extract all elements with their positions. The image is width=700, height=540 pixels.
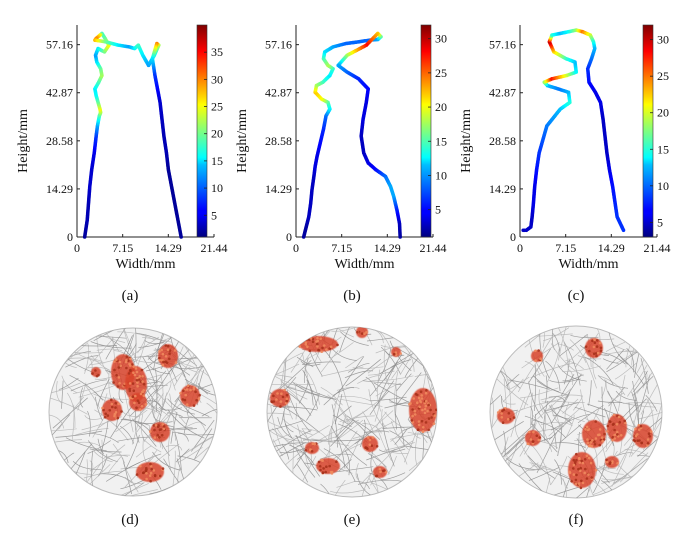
- damage-regions: [496, 338, 653, 490]
- fiber-texture: [267, 327, 437, 497]
- x-tick-label: 0: [293, 241, 299, 255]
- colorbar: [642, 24, 654, 238]
- chart-panel-2: 0 7.15 14.29 21.44 0 14.29 28.58 42.87 57.16 Widt…: [235, 24, 447, 272]
- y-tick-label: 14.29: [489, 182, 516, 196]
- y-tick-label: 28.58: [46, 134, 73, 148]
- x-tick-label: 14.29: [598, 241, 625, 255]
- y-tick-label: 0: [67, 230, 73, 244]
- damage-regions: [91, 344, 201, 483]
- panel-label-c: (c): [568, 288, 585, 304]
- y-tick-label: 42.87: [46, 86, 73, 100]
- chart-panel-1: 0 7.15 14.29 21.44 0 14.29 28.58 42.87 57.16 Widt…: [16, 24, 228, 272]
- damage-region: [136, 462, 164, 482]
- panel-label-a: (a): [122, 288, 139, 304]
- colorbar-tick-label: 10: [435, 168, 447, 182]
- y-tick-label: 0: [510, 230, 516, 244]
- x-tick-label: 14.29: [374, 241, 401, 255]
- panel-label-d: (d): [121, 512, 139, 528]
- damage-region: [158, 344, 178, 368]
- x-tick-label: 0: [74, 241, 80, 255]
- colorbar-tick-label: 30: [211, 72, 223, 86]
- path-point: [621, 228, 626, 233]
- path-point: [179, 235, 183, 239]
- x-tick-label: 14.29: [155, 241, 182, 255]
- ct-scan-2: [266, 326, 438, 498]
- x-tick-label: 21.44: [644, 241, 671, 255]
- x-tick-label: 21.44: [201, 241, 228, 255]
- damage-region: [607, 414, 627, 442]
- crack-path-series: [301, 31, 402, 239]
- y-tick-label: 14.29: [265, 182, 292, 196]
- crack-path-series: [82, 31, 183, 239]
- panel-label-b: (b): [343, 288, 361, 304]
- y-tick-label: 28.58: [265, 134, 292, 148]
- colorbar-tick-label: 25: [211, 100, 223, 114]
- y-tick-label: 42.87: [265, 86, 292, 100]
- colorbar-tick-label: 35: [211, 45, 223, 59]
- x-axis-label: Width/mm: [558, 257, 618, 272]
- chart-panel-3: 0 7.15 14.29 21.44 0 14.29 28.58 42.87 57.16 Widt…: [459, 24, 671, 272]
- ct-scan-1: [48, 327, 218, 497]
- damage-region: [356, 327, 368, 338]
- y-axis-label: Height/mm: [459, 109, 474, 173]
- y-tick-label: 57.16: [489, 38, 516, 52]
- colorbar-tick-label: 10: [211, 181, 223, 195]
- colorbar-tick-label: 15: [211, 154, 223, 168]
- colorbar-tick-label: 20: [435, 100, 447, 114]
- y-axis-label: Height/mm: [16, 109, 31, 173]
- scan-disc: [266, 326, 438, 498]
- fiber-texture: [490, 326, 662, 498]
- x-tick-label: 0: [517, 241, 523, 255]
- colorbar-tick-label: 5: [211, 208, 217, 222]
- y-tick-label: 28.58: [489, 134, 516, 148]
- colorbar-tick-label: 25: [435, 66, 447, 80]
- crack-path-series: [521, 28, 626, 233]
- panel-label-f: (f): [569, 512, 584, 528]
- y-tick-label: 57.16: [46, 38, 73, 52]
- colorbar-tick-label: 20: [211, 127, 223, 141]
- y-tick-label: 42.87: [489, 86, 516, 100]
- y-axis-label: Height/mm: [235, 109, 250, 173]
- ct-scan-3: [489, 325, 663, 499]
- x-tick-label: 7.15: [112, 241, 133, 255]
- damage-region: [525, 430, 541, 446]
- y-tick-label: 57.16: [265, 38, 292, 52]
- x-tick-label: 7.15: [555, 241, 576, 255]
- colorbar: [420, 24, 432, 238]
- colorbar: [196, 24, 208, 238]
- path-point: [398, 235, 402, 239]
- damage-region: [270, 389, 290, 407]
- damage-region: [316, 458, 340, 474]
- colorbar-tick-label: 15: [657, 142, 669, 156]
- colorbar-tick-label: 5: [657, 215, 663, 229]
- x-tick-label: 21.44: [420, 241, 447, 255]
- colorbar-tick-label: 30: [435, 32, 447, 46]
- damage-region: [180, 385, 200, 407]
- colorbar-tick-label: 25: [657, 69, 669, 83]
- colorbar-tick-label: 20: [657, 106, 669, 120]
- y-tick-label: 14.29: [46, 182, 73, 196]
- x-tick-label: 7.15: [331, 241, 352, 255]
- x-axis-label: Width/mm: [115, 257, 175, 272]
- panel-label-e: (e): [344, 512, 361, 528]
- y-tick-label: 0: [286, 230, 292, 244]
- damage-regions: [270, 327, 437, 478]
- colorbar-tick-label: 30: [657, 33, 669, 47]
- colorbar-tick-label: 5: [435, 203, 441, 217]
- colorbar-tick-label: 15: [435, 134, 447, 148]
- x-axis-label: Width/mm: [334, 257, 394, 272]
- colorbar-tick-label: 10: [657, 179, 669, 193]
